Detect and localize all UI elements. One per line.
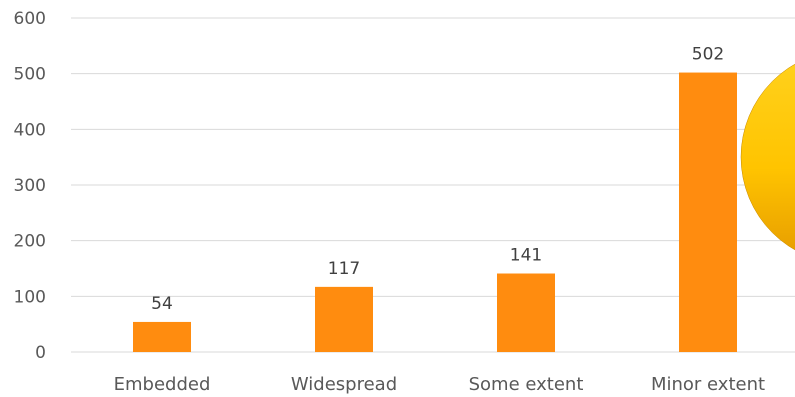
y-tick-label: 600 — [14, 9, 46, 29]
y-tick-label: 0 — [35, 343, 46, 363]
y-tick-label: 100 — [14, 287, 46, 307]
data-label: 117 — [328, 259, 360, 279]
decoration — [740, 63, 795, 251]
x-category-label: Embedded — [114, 374, 211, 395]
bars — [133, 72, 737, 352]
bar-embedded — [133, 321, 191, 352]
x-category-label: Minor extent — [651, 374, 765, 395]
data-label: 54 — [151, 294, 173, 314]
y-tick-label: 300 — [14, 176, 46, 196]
x-category-label: Some extent — [469, 374, 584, 395]
data-label: 141 — [510, 246, 542, 266]
data-labels: 54 117 141 502 — [151, 45, 724, 314]
x-axis-category-labels: Embedded Widespread Some extent Minor exten… — [114, 374, 765, 395]
y-axis-tick-labels: 0 100 200 300 400 500 600 — [14, 9, 46, 363]
x-category-label: Widespread — [291, 374, 397, 395]
decorative-orb — [740, 63, 795, 251]
gridlines — [71, 17, 795, 353]
bar-minor-extent — [679, 72, 737, 352]
y-tick-label: 400 — [14, 120, 46, 140]
y-tick-label: 500 — [14, 65, 46, 85]
data-label: 502 — [692, 45, 724, 65]
y-tick-label: 200 — [14, 232, 46, 252]
bar-widespread — [315, 286, 373, 352]
bar-some-extent — [497, 273, 555, 352]
